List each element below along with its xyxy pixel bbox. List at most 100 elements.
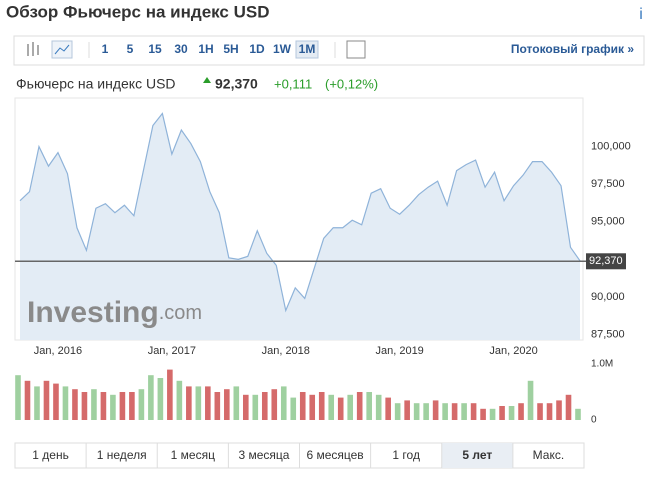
volume-bar — [328, 394, 335, 420]
y-tick-label: 95,000 — [591, 216, 625, 228]
volume-bar — [356, 392, 363, 420]
toolbar — [13, 35, 645, 66]
interval-button[interactable]: 15 — [148, 42, 162, 56]
volume-bar — [119, 392, 126, 420]
volume-bar — [242, 394, 249, 420]
volume-bar — [508, 406, 515, 420]
volume-bar — [451, 403, 458, 420]
x-tick-label: Jan, 2017 — [148, 345, 196, 357]
volume-bar — [337, 397, 344, 420]
period-button[interactable]: 5 лет — [462, 448, 492, 462]
y-tick-label: 90,000 — [591, 291, 625, 303]
y-tick-label: 1.0M — [591, 359, 613, 370]
watermark-brand: Investing — [27, 296, 159, 329]
price-line — [19, 112, 581, 313]
volume-bar — [565, 394, 572, 420]
period-button[interactable]: 3 месяца — [238, 448, 289, 462]
interval-selected — [295, 40, 319, 59]
last-price-box — [586, 253, 626, 270]
volume-bar — [91, 389, 97, 420]
volume-bar — [518, 403, 524, 420]
period-button[interactable]: 1 день — [32, 448, 69, 462]
volume-bar — [375, 394, 382, 420]
volume-bar — [15, 375, 21, 420]
quote-change-pct: (+0,12%) — [325, 76, 378, 91]
volume-bar — [205, 386, 211, 420]
interval-button[interactable]: 1D — [249, 42, 265, 56]
volume-bar — [442, 403, 448, 420]
interval-button[interactable]: 1M — [299, 42, 316, 56]
volume-bar — [470, 403, 477, 420]
period-button[interactable]: Макс. — [533, 448, 565, 462]
volume-bar — [100, 392, 107, 420]
interval-button[interactable]: 1 — [102, 42, 109, 56]
volume-bar — [72, 389, 78, 420]
volume-bar — [62, 386, 69, 420]
volume-bar — [489, 408, 496, 420]
volume-bar — [546, 403, 553, 420]
volume-bar — [195, 386, 202, 420]
info-icon[interactable]: i — [639, 6, 643, 23]
volume-bar — [280, 386, 287, 420]
volume-bar — [537, 403, 543, 420]
watermark-domain: .com — [159, 302, 202, 324]
area-fill — [20, 113, 580, 341]
volume-bar — [271, 389, 278, 420]
volume-bar — [81, 392, 88, 420]
up-arrow — [203, 77, 211, 83]
volume-bar — [423, 403, 429, 420]
streaming-link[interactable]: Потоковый график » — [511, 42, 634, 56]
period-button[interactable]: 1 год — [392, 448, 420, 462]
interval-button[interactable]: 5 — [127, 42, 134, 56]
period-button[interactable]: 1 неделя — [97, 448, 147, 462]
volume-bar — [461, 403, 467, 420]
volume-bar — [233, 386, 240, 420]
y-tick-label: 87,500 — [591, 328, 625, 340]
volume-bar — [186, 386, 192, 420]
interval-button[interactable]: 1W — [273, 42, 292, 56]
volume-bar — [413, 403, 420, 420]
volume-bar — [148, 375, 154, 420]
x-tick-label: Jan, 2018 — [262, 345, 310, 357]
volume-bar — [404, 400, 410, 420]
x-tick-label: Jan, 2016 — [34, 345, 82, 357]
interval-button[interactable]: 30 — [174, 42, 188, 56]
y-tick-label: 100,000 — [591, 141, 631, 153]
volume-bar — [480, 408, 486, 420]
volume-bar — [299, 392, 306, 420]
volume-bar — [138, 389, 145, 420]
last-price-label: 92,370 — [589, 255, 623, 267]
volume-bar — [261, 392, 268, 420]
watermark: Investing.com — [27, 296, 202, 329]
volume-bar — [394, 403, 401, 420]
volume-bar — [214, 392, 221, 420]
period-button[interactable]: 1 месяц — [171, 448, 215, 462]
period-selected — [441, 443, 513, 468]
volume-bar — [499, 406, 505, 420]
quote-name: Фьючерс на индекс USD — [16, 76, 176, 92]
volume-bar — [224, 389, 230, 420]
widget-title: Обзор Фьючерс на индекс USD — [6, 2, 270, 21]
volume-bar — [129, 392, 135, 420]
period-button[interactable]: 6 месяцев — [306, 448, 363, 462]
candle-icon[interactable] — [27, 42, 39, 56]
volume-bar — [527, 380, 534, 420]
table-icon[interactable] — [346, 40, 366, 59]
volume-bar — [575, 408, 581, 420]
x-tick-label: Jan, 2019 — [375, 345, 423, 357]
interval-button[interactable]: 1H — [198, 42, 213, 56]
interval-button[interactable]: 5H — [223, 42, 238, 56]
quote-change: +0,111 — [274, 76, 312, 91]
volume-bar — [366, 392, 372, 420]
x-tick-label: Jan, 2020 — [489, 345, 537, 357]
volume-bar — [157, 378, 164, 420]
volume-bar — [432, 400, 439, 420]
volume-bar — [43, 380, 50, 420]
y-tick-label: 97,500 — [591, 178, 625, 190]
volume-bar — [309, 394, 316, 420]
volume-bar — [167, 369, 173, 420]
volume-bar — [53, 383, 59, 420]
volume-bar — [318, 392, 325, 420]
volume-bar — [34, 386, 40, 420]
